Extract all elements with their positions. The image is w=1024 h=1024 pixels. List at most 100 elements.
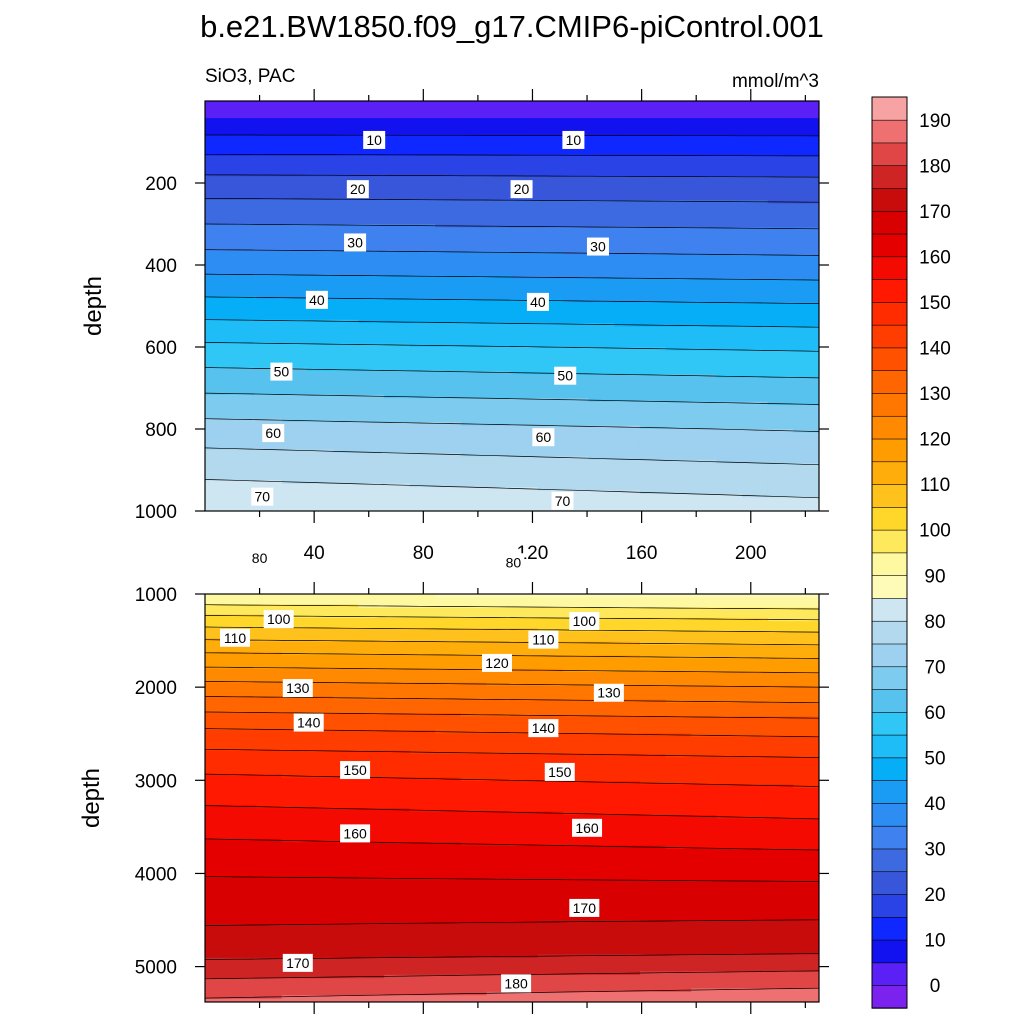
fill-cell: [588, 507, 615, 511]
fill-cell: [358, 439, 385, 444]
fill-cell: [358, 655, 385, 660]
fill-cell: [588, 357, 615, 362]
fill-cell: [537, 821, 564, 826]
fill-cell: [614, 241, 641, 246]
fill-cell: [409, 193, 436, 198]
contour-line: [205, 447, 819, 466]
fill-cell: [230, 937, 257, 942]
fill-cell: [435, 784, 462, 789]
fill-cell: [460, 971, 488, 976]
fill-cell: [563, 336, 590, 341]
fill-cell: [563, 719, 590, 724]
fill-cell: [281, 104, 308, 109]
fill-cell: [512, 696, 539, 700]
fill-cell: [409, 206, 436, 211]
fill-cell: [716, 425, 743, 430]
fill-cell: [537, 165, 564, 170]
fill-cell: [332, 781, 360, 785]
fill-cell: [358, 377, 385, 382]
fill-cell: [512, 422, 539, 427]
fill-cell: [563, 791, 590, 796]
fill-cell: [358, 251, 385, 256]
fill-cell: [409, 692, 436, 697]
fill-cell: [358, 658, 385, 663]
fill-cell: [384, 459, 411, 464]
fill-cell: [588, 405, 615, 410]
contour-label-text: 70: [555, 493, 571, 509]
fill-cell: [205, 418, 232, 423]
fill-cell: [793, 104, 819, 109]
fill-cell: [205, 869, 232, 874]
fill-cell: [205, 886, 232, 891]
fill-cell: [409, 648, 436, 653]
fill-cell: [588, 764, 615, 768]
fill-cell: [716, 384, 743, 389]
fill-cell: [384, 764, 411, 768]
fill-cell: [512, 624, 539, 629]
fill-cell: [256, 271, 283, 276]
contour-label-bg: [526, 292, 549, 311]
fill-cell: [332, 224, 360, 229]
fill-cell: [358, 394, 385, 399]
fill-cell: [307, 672, 334, 677]
fill-cell: [639, 135, 667, 140]
fill-cell: [307, 285, 334, 290]
fill-cell: [537, 760, 564, 765]
fill-cell: [742, 244, 769, 249]
contour-label-bg: [502, 553, 525, 572]
fill-cell: [307, 879, 334, 884]
fill-cell: [460, 859, 488, 864]
contour-label: 60: [532, 428, 555, 447]
fill-cell: [486, 295, 513, 300]
fill-cell: [435, 432, 462, 437]
fill-cell: [384, 832, 411, 836]
fill-cell: [205, 466, 232, 471]
fill-cell: [588, 713, 615, 717]
fill-cell: [665, 333, 692, 338]
fill-cell: [205, 340, 232, 345]
fill-cell: [716, 360, 743, 365]
fill-cell: [332, 306, 360, 311]
fill-cell: [256, 227, 283, 232]
fill-cell: [230, 957, 257, 962]
fill-cell: [460, 142, 488, 147]
fill-cell: [793, 176, 819, 181]
fill-cell: [742, 411, 769, 416]
fill-cell: [384, 169, 411, 174]
fill-cell: [716, 432, 743, 437]
fill-cell: [230, 121, 257, 126]
fill-cell: [614, 384, 641, 389]
fill-cell: [307, 227, 334, 232]
fill-cell: [486, 374, 513, 379]
fill-cell: [588, 196, 615, 201]
fill-cell: [435, 258, 462, 263]
fill-cell: [460, 900, 488, 904]
fill-cell: [614, 624, 641, 629]
fill-cell: [358, 384, 385, 389]
fill-cell: [205, 165, 232, 170]
fill-cell: [307, 706, 334, 711]
fill-cell: [639, 483, 667, 488]
fill-cell: [409, 415, 436, 420]
fill-cell: [435, 944, 462, 949]
fill-cell: [716, 159, 743, 164]
fill-cell: [230, 672, 257, 677]
fill-cell: [512, 961, 539, 966]
fill-cell: [358, 418, 385, 423]
fill-cell: [793, 446, 819, 451]
fill-cell: [486, 418, 513, 423]
fill-cell: [563, 186, 590, 191]
fill-cell: [256, 801, 283, 806]
fill-cell: [665, 148, 692, 153]
fill-cell: [614, 500, 641, 505]
fill-cell: [639, 254, 667, 259]
fill-cell: [512, 398, 539, 403]
fill-cell: [665, 500, 692, 505]
fill-cell: [793, 316, 819, 321]
fill-cell: [256, 473, 283, 478]
fill-cell: [256, 155, 283, 160]
fill-cell: [460, 849, 488, 853]
fill-cell: [767, 176, 795, 181]
fill-cell: [307, 364, 334, 369]
fill-cell: [537, 350, 564, 355]
